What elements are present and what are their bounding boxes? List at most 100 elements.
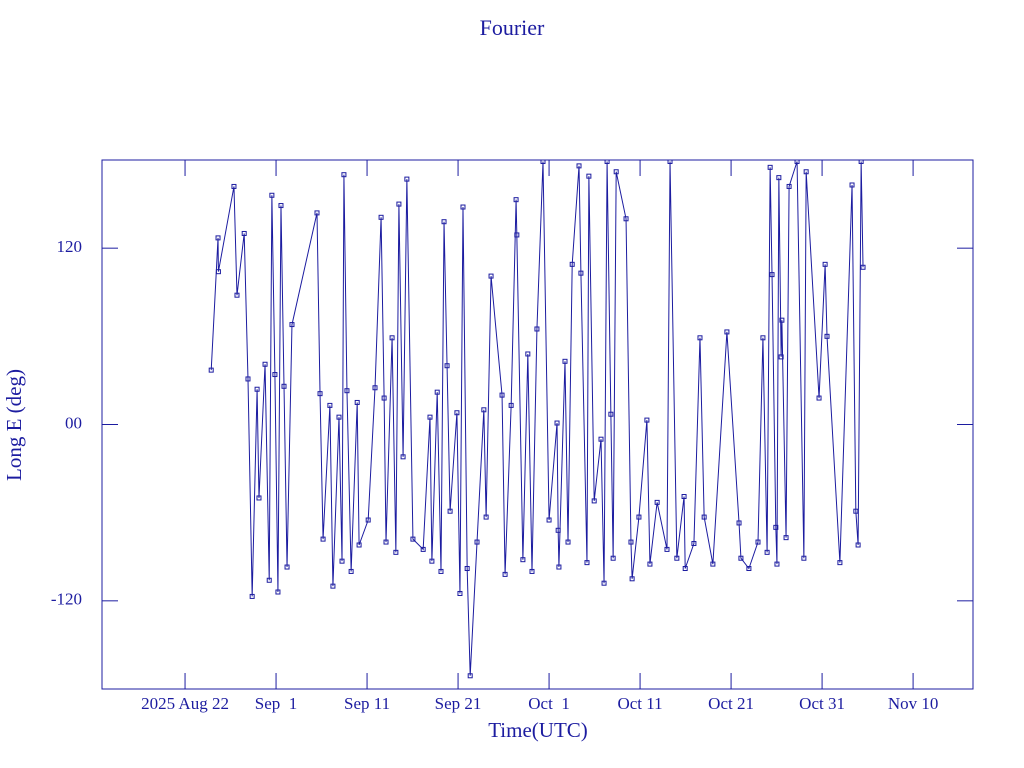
data-point	[514, 232, 520, 238]
data-point	[320, 536, 326, 542]
data-point	[816, 395, 822, 401]
data-point	[853, 508, 859, 514]
data-point	[215, 269, 221, 275]
data-point	[855, 542, 861, 548]
data-point	[454, 410, 460, 416]
data-point	[410, 536, 416, 542]
data-point	[736, 520, 742, 526]
data-point	[608, 411, 614, 417]
data-point	[534, 326, 540, 332]
data-point	[824, 333, 830, 339]
data-point	[502, 571, 508, 577]
data-point	[755, 539, 761, 545]
data-point	[540, 160, 546, 164]
plot-frame	[101, 159, 974, 690]
data-point	[474, 539, 480, 545]
data-point	[803, 169, 809, 175]
chart-title: Fourier	[480, 15, 545, 40]
data-point	[383, 539, 389, 545]
data-point	[256, 495, 262, 501]
data-point	[208, 367, 214, 373]
data-point	[767, 164, 773, 170]
data-point	[569, 261, 575, 267]
data-point	[499, 392, 505, 398]
data-point	[457, 590, 463, 596]
data-point	[601, 580, 607, 586]
data-point	[344, 388, 350, 394]
data-point	[336, 414, 342, 420]
data-point	[860, 264, 866, 270]
x-tick-label: Oct 11	[617, 694, 662, 713]
data-point	[546, 517, 552, 523]
data-point	[769, 272, 775, 278]
x-tick-label: 2025 Aug 22	[141, 694, 229, 713]
x-tick-label: Sep 21	[435, 694, 482, 713]
y-tick-label: -120	[51, 590, 82, 609]
data-point	[801, 555, 807, 561]
data-point	[404, 176, 410, 182]
data-point	[330, 583, 336, 589]
data-point	[674, 555, 680, 561]
y-tick-label: 120	[57, 237, 83, 256]
data-point	[438, 568, 444, 574]
data-point	[354, 399, 360, 405]
data-point	[513, 197, 519, 203]
data-point	[441, 219, 447, 225]
x-axis-label: Time(UTC)	[488, 718, 588, 742]
data-point	[483, 514, 489, 520]
x-tick-label: Nov 10	[888, 694, 939, 713]
data-point	[281, 383, 287, 389]
data-point	[565, 539, 571, 545]
data-point	[586, 173, 592, 179]
data-point	[783, 535, 789, 541]
data-point	[760, 335, 766, 341]
x-tick-label: Sep 11	[344, 694, 390, 713]
x-tick-label: Oct 21	[708, 694, 754, 713]
data-point	[464, 566, 470, 572]
data-point	[623, 216, 629, 222]
data-point	[778, 354, 784, 360]
data-point	[613, 169, 619, 175]
data-point	[381, 395, 387, 401]
data-point	[447, 508, 453, 514]
data-point	[272, 372, 278, 378]
data-point	[691, 541, 697, 547]
data-point	[746, 566, 752, 572]
data-point	[554, 420, 560, 426]
data-point	[598, 436, 604, 442]
data-point	[339, 558, 345, 564]
data-point	[241, 230, 247, 236]
data-point	[738, 555, 744, 561]
data-point	[636, 514, 642, 520]
data-point	[610, 555, 616, 561]
data-point	[372, 385, 378, 391]
data-point	[314, 210, 320, 216]
data-point	[460, 204, 466, 210]
data-point	[520, 557, 526, 563]
data-point	[429, 558, 435, 564]
data-point	[773, 524, 779, 530]
y-axis-label: Long E (deg)	[2, 369, 26, 481]
data-point	[604, 160, 610, 164]
data-point	[348, 568, 354, 574]
data-point	[278, 203, 284, 209]
data-point	[420, 546, 426, 552]
data-point	[774, 561, 780, 567]
data-point	[682, 566, 688, 572]
data-point	[667, 160, 673, 164]
data-point	[644, 417, 650, 423]
data-point	[266, 577, 272, 583]
data-point	[576, 163, 582, 169]
data-point	[275, 589, 281, 595]
data-point	[529, 568, 535, 574]
data-point	[837, 560, 843, 566]
data-point	[245, 376, 251, 382]
data-point	[378, 214, 384, 220]
data-point	[396, 201, 402, 207]
data-point	[234, 292, 240, 298]
data-line	[210, 161, 864, 676]
data-point	[215, 235, 221, 241]
data-point	[776, 175, 782, 181]
data-point	[849, 182, 855, 188]
